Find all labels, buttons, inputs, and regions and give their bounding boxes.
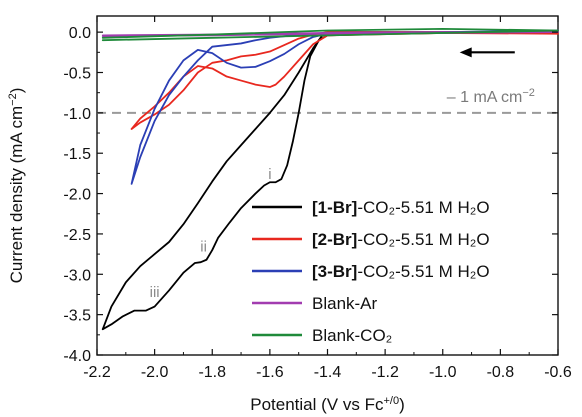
legend-label-1: [2-Br]-CO₂-5.51 M H₂O <box>312 230 490 249</box>
x-tick-label: -2.2 <box>83 364 111 381</box>
reference-line-group: – 1 mA cm−2 <box>97 87 558 114</box>
legend-label-3: Blank-Ar <box>312 294 378 313</box>
y-tick-label: -1.5 <box>63 146 91 163</box>
y-tick-label: -0.5 <box>63 66 91 83</box>
legend-label-4: Blank-CO₂ <box>312 326 392 345</box>
y-tick-label: -2.5 <box>63 227 91 244</box>
peak-annotation-ii: ii <box>200 239 207 256</box>
reference-line-label: – 1 mA cm−2 <box>447 87 535 106</box>
x-tick-label: -1.8 <box>198 364 226 381</box>
y-axis-title: Current density (mA cm−2) <box>7 88 26 284</box>
x-tick-label: -1.4 <box>314 364 342 381</box>
series-line-2 <box>130 31 559 130</box>
y-tick-label: -1.0 <box>63 106 91 123</box>
scan-direction-arrow-head <box>459 47 472 58</box>
peak-annotation-i: i <box>268 166 271 183</box>
axes-group: -2.2 -2.0 -1.8 -1.6 -1.4 -1.2 -1.0 -0.8 -0.6 0.0 -… <box>7 16 572 414</box>
x-tick-label: -2.0 <box>141 364 169 381</box>
y-tick-label: -3.0 <box>63 267 91 284</box>
x-tick-label: -1.6 <box>256 364 284 381</box>
y-tick-label: -3.5 <box>63 308 91 325</box>
series-line-5 <box>101 28 559 42</box>
series-group <box>101 28 559 331</box>
y-tick-label: -2.0 <box>63 187 91 204</box>
legend-label-2: [3-Br]-CO₂-5.51 M H₂O <box>312 262 490 281</box>
y-tick-label: 0.0 <box>69 25 91 42</box>
x-tick-label: -1.0 <box>429 364 457 381</box>
x-axis-title: Potential (V vs Fc+/0) <box>250 395 405 414</box>
y-tick-label: -4.0 <box>63 348 91 365</box>
x-tick-label: -1.2 <box>371 364 399 381</box>
series-line-3 <box>130 29 559 185</box>
x-tick-label: -0.8 <box>487 364 515 381</box>
legend: [1-Br]-CO₂-5.51 M H₂O [2-Br]-CO₂-5.51 M H… <box>252 198 490 345</box>
peak-annotation-iii: iii <box>150 284 160 301</box>
x-tick-label: -0.6 <box>544 364 572 381</box>
legend-label-0: [1-Br]-CO₂-5.51 M H₂O <box>312 198 490 217</box>
